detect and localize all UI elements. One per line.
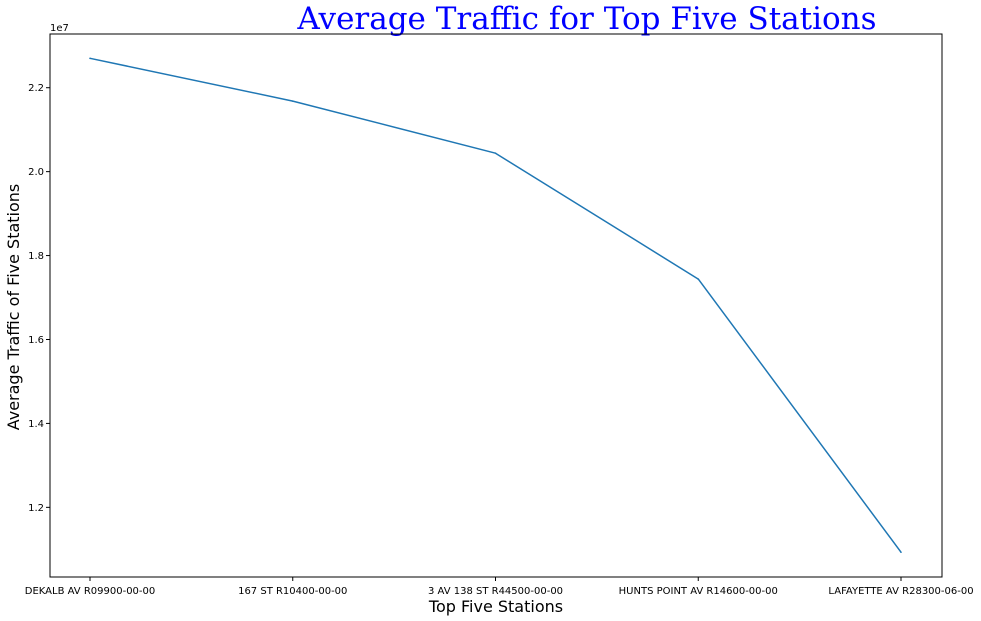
y-tick-label: 2.2 [28,83,44,94]
plot-area-frame [49,33,943,578]
data-point [494,152,497,154]
y-tick-label: 2.0 [28,167,44,178]
y-tick-label: 1.6 [28,335,44,346]
chart-title: Average Traffic for Top Five Stations [296,1,876,37]
y-axis-offset-label: 1e7 [50,23,69,34]
y-axis-label: Average Traffic of Five Stations [4,184,23,431]
data-point [89,57,91,60]
x-tick-label: DEKALB AV R09900-00-00 [25,586,156,597]
x-tick-label: 167 ST R10400-00-00 [238,586,347,597]
x-axis-ticks: DEKALB AV R09900-00-00 167 ST R10400-00-0… [25,577,974,597]
series-group [89,57,902,554]
y-tick-label: 1.8 [28,251,44,262]
x-tick-label: HUNTS POINT AV R14600-00-00 [619,586,778,597]
x-tick-label: LAFAYETTE AV R28300-06-00 [828,586,973,597]
x-axis-label: Top Five Stations [428,597,563,616]
series-line [89,57,902,553]
y-axis-ticks: 1.2 1.4 1.6 1.8 2.0 2.2 [28,83,50,514]
y-tick-label: 1.4 [28,419,44,430]
data-point [291,100,294,102]
data-point [900,551,902,554]
data-point [697,278,700,280]
y-tick-label: 1.2 [28,503,44,514]
x-tick-label: 3 AV 138 ST R44500-00-00 [428,586,563,597]
